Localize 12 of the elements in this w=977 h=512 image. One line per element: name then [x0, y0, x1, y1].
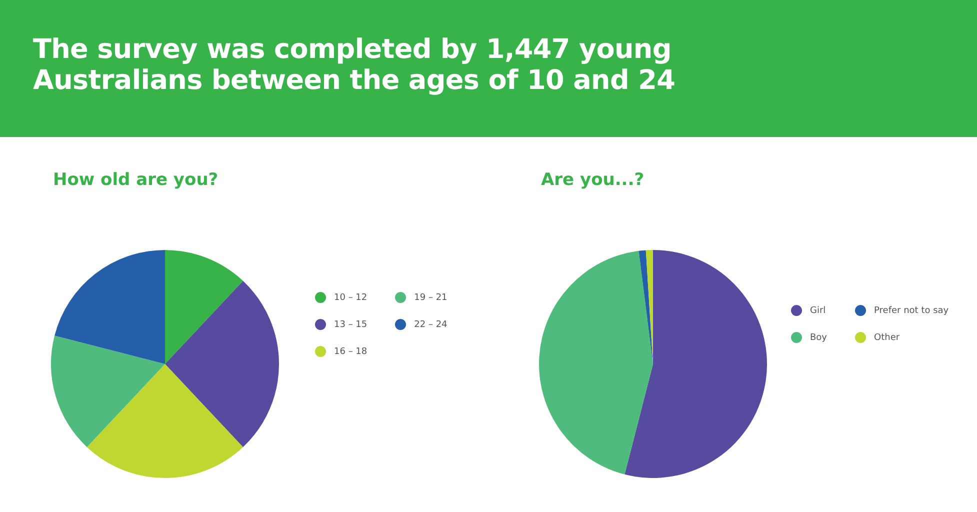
- text: The survey was completed by 1,447 young Australians between the ages of 10 and 24: [33, 34, 676, 96]
- chart-title: How old are you?: [53, 170, 218, 190]
- legend-label: 22 – 24: [414, 320, 448, 330]
- legend-label: 16 – 18: [334, 346, 368, 356]
- legend-label: 13 – 15: [334, 320, 368, 330]
- legend-label: Girl: [810, 306, 826, 316]
- legend-label: 19 – 21: [414, 292, 448, 302]
- chart-title: Are you...?: [541, 170, 644, 190]
- legend-label: Boy: [810, 332, 828, 342]
- legend-label: 10 – 12: [334, 292, 368, 302]
- legend-label: Prefer not to say: [874, 306, 949, 316]
- legend-label: Other: [874, 332, 900, 342]
